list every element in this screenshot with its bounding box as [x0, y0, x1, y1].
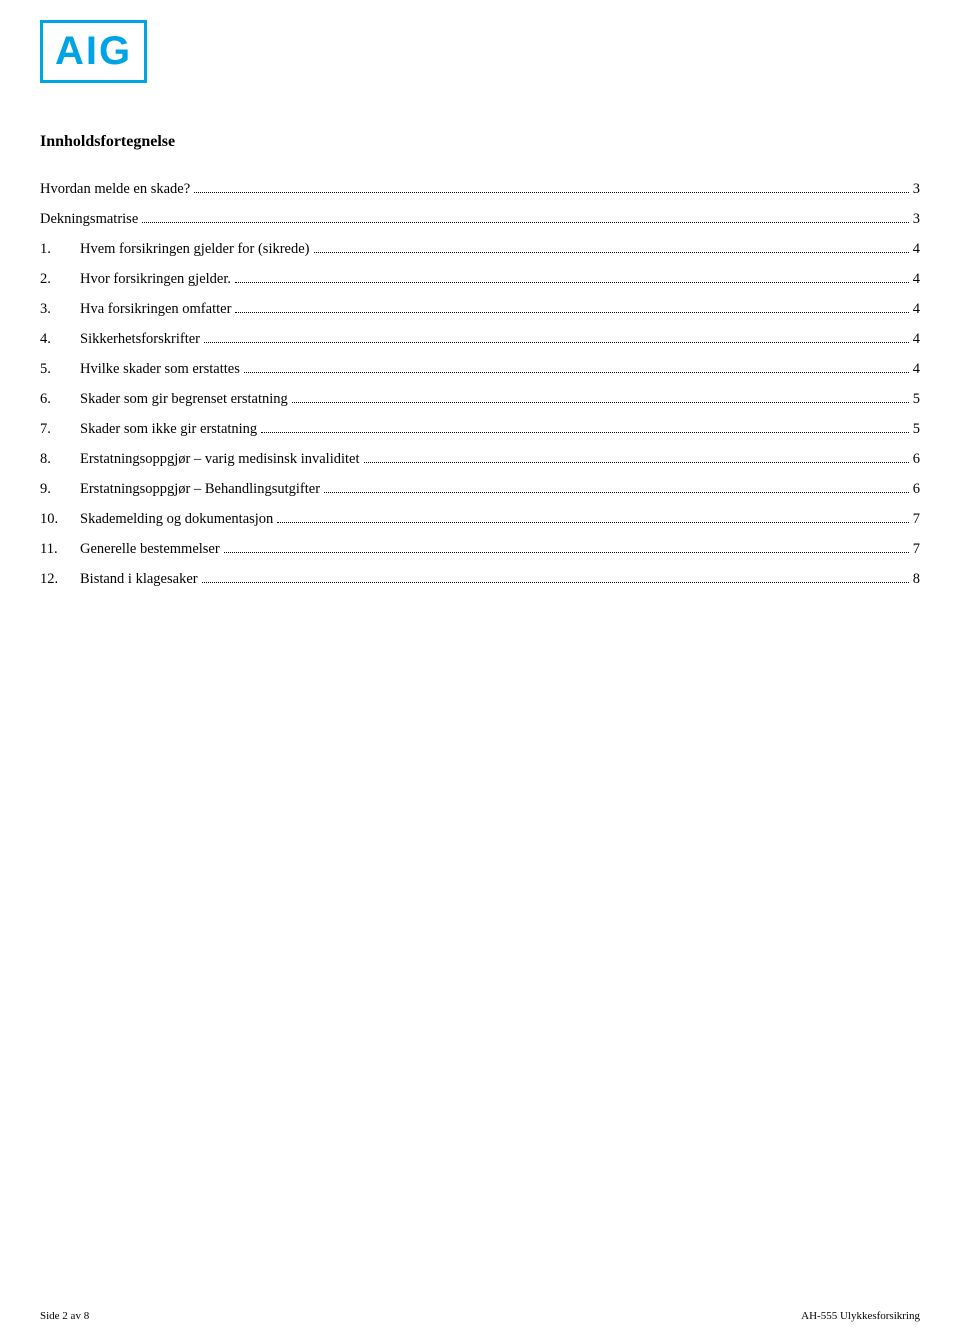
toc-item-leader: [235, 282, 909, 283]
toc-item-number: 1.: [40, 241, 80, 258]
toc-title: Innholdsfortegnelse: [40, 133, 920, 151]
toc-item-page: 3: [913, 211, 920, 228]
toc-item-page: 6: [913, 481, 920, 498]
toc-item-label: Skader som gir begrenset erstatning: [80, 391, 288, 408]
toc-item-leader: [324, 492, 909, 493]
toc-item-label: Hvem forsikringen gjelder for (sikrede): [80, 241, 310, 258]
toc-item-page: 4: [913, 301, 920, 318]
toc-item[interactable]: 7.Skader som ikke gir erstatning 5: [40, 421, 920, 438]
toc-item-page: 7: [913, 541, 920, 558]
toc-item-number: 4.: [40, 331, 80, 348]
toc-item-page: 8: [913, 571, 920, 588]
toc-item-number: 11.: [40, 541, 80, 558]
toc-list: Hvordan melde en skade? 3 Dekningsmatrise 3…: [40, 181, 920, 588]
toc-item-page: 5: [913, 421, 920, 438]
toc-item[interactable]: 10.Skademelding og dokumentasjon 7: [40, 511, 920, 528]
toc-item-label: Skademelding og dokumentasjon: [80, 511, 273, 528]
toc-item[interactable]: 5.Hvilke skader som erstattes 4: [40, 361, 920, 378]
toc-item-leader: [235, 312, 908, 313]
toc-item-label: Hva forsikringen omfatter: [80, 301, 231, 318]
toc-item[interactable]: 8.Erstatningsoppgjør – varig medisinsk i…: [40, 451, 920, 468]
toc-item-page: 4: [913, 361, 920, 378]
logo-text: AIG: [55, 29, 132, 73]
toc-item[interactable]: 3.Hva forsikringen omfatter 4: [40, 301, 920, 318]
toc-item-number: 9.: [40, 481, 80, 498]
toc-item-label: Hvordan melde en skade?: [40, 181, 190, 198]
toc-item-leader: [314, 252, 909, 253]
toc-item-page: 6: [913, 451, 920, 468]
toc-item-label: Dekningsmatrise: [40, 211, 138, 228]
toc-item-page: 4: [913, 331, 920, 348]
toc-item-leader: [364, 462, 909, 463]
toc-item[interactable]: 9.Erstatningsoppgjør – Behandlingsutgift…: [40, 481, 920, 498]
toc-item[interactable]: Dekningsmatrise 3: [40, 211, 920, 228]
toc-item-label: Sikkerhetsforskrifter: [80, 331, 200, 348]
footer-page: Side 2 av 8: [40, 1310, 89, 1322]
toc-item-label: Hvilke skader som erstattes: [80, 361, 240, 378]
toc-item-leader: [194, 192, 909, 193]
toc-item-leader: [261, 432, 909, 433]
toc-item[interactable]: 4.Sikkerhetsforskrifter 4: [40, 331, 920, 348]
toc-item-page: 3: [913, 181, 920, 198]
toc-item-page: 4: [913, 271, 920, 288]
toc-item-label: Generelle bestemmelser: [80, 541, 220, 558]
toc-item-label: Erstatningsoppgjør – varig medisinsk inv…: [80, 451, 360, 468]
toc-item[interactable]: Hvordan melde en skade? 3: [40, 181, 920, 198]
toc-item-label: Hvor forsikringen gjelder.: [80, 271, 231, 288]
toc-item[interactable]: 11.Generelle bestemmelser 7: [40, 541, 920, 558]
toc-item-number: 2.: [40, 271, 80, 288]
toc-item-leader: [224, 552, 909, 553]
logo: AIG: [40, 20, 147, 83]
toc-item-number: 6.: [40, 391, 80, 408]
toc-item-number: 5.: [40, 361, 80, 378]
toc-item-page: 5: [913, 391, 920, 408]
toc-item-page: 7: [913, 511, 920, 528]
toc-item-leader: [204, 342, 909, 343]
toc-item-leader: [202, 582, 909, 583]
toc-item[interactable]: 1.Hvem forsikringen gjelder for (sikrede…: [40, 241, 920, 258]
toc-item-number: 3.: [40, 301, 80, 318]
toc-item[interactable]: 2.Hvor forsikringen gjelder. 4: [40, 271, 920, 288]
toc-item-label: Skader som ikke gir erstatning: [80, 421, 257, 438]
footer: Side 2 av 8 AH-555 Ulykkesforsikring: [40, 1310, 920, 1322]
toc-item-leader: [292, 402, 909, 403]
toc-item-leader: [142, 222, 908, 223]
toc-item-number: 12.: [40, 571, 80, 588]
toc-item-leader: [277, 522, 908, 523]
toc-item-label: Bistand i klagesaker: [80, 571, 198, 588]
toc-item-number: 10.: [40, 511, 80, 528]
toc-item[interactable]: 6.Skader som gir begrenset erstatning 5: [40, 391, 920, 408]
toc-item-label: Erstatningsoppgjør – Behandlingsutgifter: [80, 481, 320, 498]
toc-item-leader: [244, 372, 909, 373]
toc-item[interactable]: 12.Bistand i klagesaker 8: [40, 571, 920, 588]
toc-item-number: 8.: [40, 451, 80, 468]
toc-item-number: 7.: [40, 421, 80, 438]
footer-docref: AH-555 Ulykkesforsikring: [801, 1310, 920, 1322]
toc-item-page: 4: [913, 241, 920, 258]
